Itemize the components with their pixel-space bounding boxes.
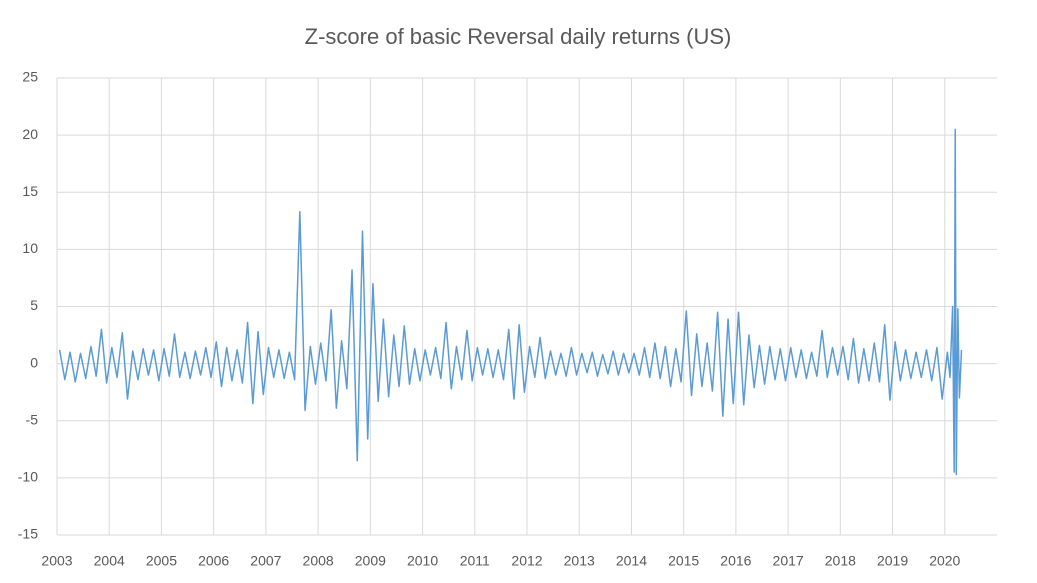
y-tick-label: 15 bbox=[22, 183, 38, 199]
y-tick-label: 10 bbox=[22, 240, 38, 256]
data-line bbox=[58, 128, 963, 476]
x-tick-label: 2017 bbox=[773, 553, 804, 569]
y-tick-label: -5 bbox=[26, 411, 39, 427]
y-tick-label: 25 bbox=[22, 69, 38, 85]
x-tick-label: 2020 bbox=[929, 553, 960, 569]
y-tick-label: 20 bbox=[22, 126, 38, 142]
x-tick-label: 2014 bbox=[616, 553, 647, 569]
chart-title: Z-score of basic Reversal daily returns … bbox=[305, 24, 732, 49]
x-tick-label: 2018 bbox=[825, 553, 856, 569]
x-tick-label: 2009 bbox=[355, 553, 386, 569]
x-tick-label: 2008 bbox=[303, 553, 334, 569]
y-tick-label: -10 bbox=[18, 469, 38, 485]
x-tick-label: 2016 bbox=[720, 553, 751, 569]
x-tick-label: 2015 bbox=[668, 553, 699, 569]
x-tick-label: 2003 bbox=[41, 553, 72, 569]
x-tick-label: 2004 bbox=[94, 553, 125, 569]
x-tick-label: 2006 bbox=[198, 553, 229, 569]
y-tick-label: 0 bbox=[30, 354, 38, 370]
y-tick-label: 5 bbox=[30, 297, 38, 313]
x-tick-label: 2007 bbox=[250, 553, 281, 569]
x-tick-label: 2019 bbox=[877, 553, 908, 569]
x-tick-label: 2011 bbox=[460, 553, 490, 569]
x-tick-label: 2013 bbox=[564, 553, 595, 569]
x-tick-label: 2010 bbox=[407, 553, 438, 569]
x-tick-label: 2012 bbox=[511, 553, 542, 569]
y-tick-label: -15 bbox=[18, 526, 38, 542]
x-tick-label: 2005 bbox=[146, 553, 177, 569]
